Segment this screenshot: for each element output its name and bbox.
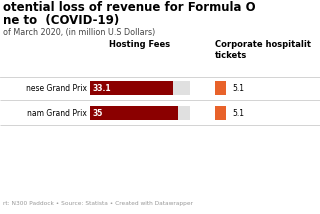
Text: nese Grand Prix: nese Grand Prix	[26, 83, 87, 92]
Text: ne to  (COVID-19): ne to (COVID-19)	[3, 14, 119, 27]
Bar	[178, 106, 190, 120]
Text: Hosting Fees: Hosting Fees	[109, 40, 171, 49]
Text: Corporate hospitalit
tickets: Corporate hospitalit tickets	[215, 40, 311, 60]
Text: of March 2020, (in million U.S Dollars): of March 2020, (in million U.S Dollars)	[3, 28, 155, 37]
Text: 35: 35	[93, 108, 103, 117]
Bar	[173, 81, 190, 95]
Text: rt: N300 Paddock • Source: Statista • Created with Datawrapper: rt: N300 Paddock • Source: Statista • Cr…	[3, 201, 193, 206]
Text: 5.1: 5.1	[232, 108, 244, 117]
Text: 33.1: 33.1	[93, 83, 112, 92]
Bar	[215, 81, 226, 95]
Bar	[215, 106, 226, 120]
Text: 5.1: 5.1	[232, 83, 244, 92]
Text: otential loss of revenue for Formula O: otential loss of revenue for Formula O	[3, 1, 256, 14]
Text: nam Grand Prix: nam Grand Prix	[27, 108, 87, 117]
Bar	[90, 81, 173, 95]
Bar	[90, 106, 178, 120]
